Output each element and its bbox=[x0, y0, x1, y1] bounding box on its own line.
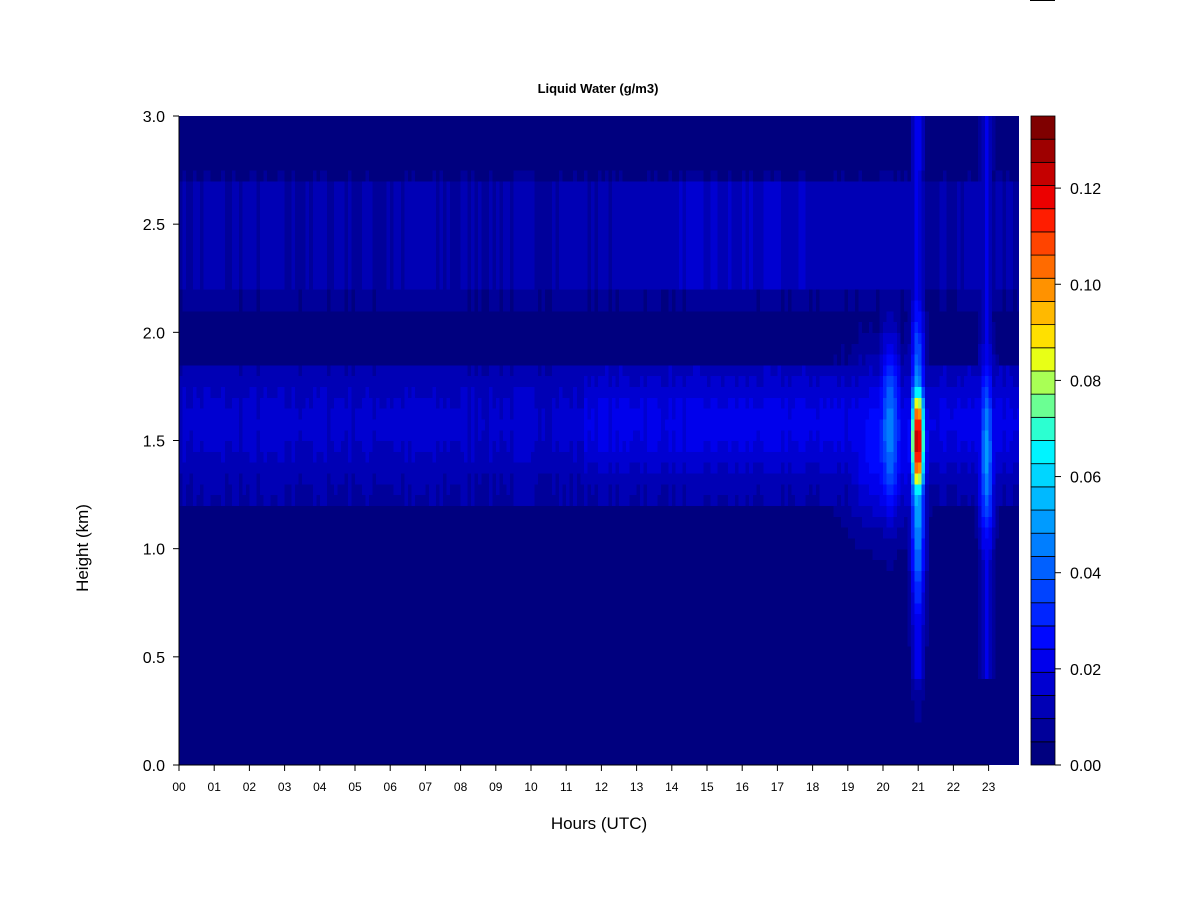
colorbar-swatch bbox=[1030, 555, 1056, 580]
colorbar-tick-label: 0.00 bbox=[1070, 758, 1101, 775]
x-tick-label: 08 bbox=[454, 780, 468, 794]
x-axis-label: Hours (UTC) bbox=[551, 814, 647, 833]
colorbar-swatch bbox=[1030, 138, 1056, 163]
x-tick-label: 16 bbox=[736, 780, 750, 794]
x-tick-label: 02 bbox=[243, 780, 257, 794]
x-tick-label: 00 bbox=[172, 780, 186, 794]
x-tick-label: 12 bbox=[595, 780, 609, 794]
x-tick-label: 21 bbox=[912, 780, 926, 794]
colorbar-swatch bbox=[1030, 625, 1056, 650]
x-axis: 00 01 02 03 04 05 06 07 08 09 10 11 12 13 14 15 16 17 18 19… bbox=[172, 764, 996, 794]
colorbar-swatch bbox=[1030, 741, 1056, 766]
colorbar-swatch bbox=[1030, 324, 1056, 349]
colorbar-tick-label: 0.12 bbox=[1070, 181, 1101, 198]
colorbar-swatch bbox=[1030, 509, 1056, 534]
colorbar-swatch bbox=[1030, 231, 1056, 256]
colorbar-swatch bbox=[1030, 648, 1056, 673]
colorbar-swatch bbox=[1030, 277, 1056, 302]
colorbar-tick-label: 0.04 bbox=[1070, 566, 1101, 583]
x-tick-label: 17 bbox=[771, 780, 785, 794]
y-tick-label: 1.5 bbox=[143, 434, 165, 451]
colorbar-swatch bbox=[1030, 301, 1056, 326]
heatmap-plot-area bbox=[179, 116, 1019, 765]
colorbar-swatch bbox=[1030, 602, 1056, 627]
x-tick-label: 20 bbox=[876, 780, 890, 794]
x-tick-label: 10 bbox=[524, 780, 538, 794]
y-axis-label: Height (km) bbox=[73, 504, 92, 592]
x-tick-label: 04 bbox=[313, 780, 327, 794]
x-tick-label: 06 bbox=[384, 780, 398, 794]
x-tick-label: 23 bbox=[982, 780, 996, 794]
colorbar-swatch bbox=[1030, 347, 1056, 372]
x-tick-label: 14 bbox=[665, 780, 679, 794]
colorbar-swatch bbox=[1030, 254, 1056, 279]
colorbar-swatch bbox=[1030, 370, 1056, 395]
x-tick-label: 09 bbox=[489, 780, 503, 794]
y-tick-label: 3.0 bbox=[143, 109, 165, 126]
colorbar-swatch bbox=[1030, 671, 1056, 696]
x-tick-label: 13 bbox=[630, 780, 644, 794]
chart-title: Liquid Water (g/m3) bbox=[538, 81, 659, 96]
x-tick-label: 19 bbox=[841, 780, 855, 794]
colorbar-swatch bbox=[1030, 115, 1056, 140]
x-tick-label: 01 bbox=[208, 780, 222, 794]
y-axis: 0.0 0.5 1.0 1.5 2.0 2.5 3.0 bbox=[143, 109, 180, 775]
colorbar-swatch bbox=[1030, 463, 1056, 488]
y-tick-label: 1.0 bbox=[143, 542, 165, 559]
corner-mark bbox=[1030, 0, 1055, 1]
colorbar-tick-label: 0.10 bbox=[1070, 277, 1101, 294]
y-tick-label: 2.0 bbox=[143, 325, 165, 342]
colorbar-swatch bbox=[1030, 718, 1056, 743]
colorbar-tick-label: 0.08 bbox=[1070, 373, 1101, 390]
x-tick-label: 03 bbox=[278, 780, 292, 794]
colorbar-swatch bbox=[1030, 440, 1056, 465]
colorbar-swatch bbox=[1030, 486, 1056, 511]
colorbar-swatch bbox=[1030, 695, 1056, 720]
y-tick-label: 2.5 bbox=[143, 217, 165, 234]
y-tick-label: 0.5 bbox=[143, 650, 165, 667]
colorbar-swatch bbox=[1030, 161, 1056, 186]
x-tick-label: 07 bbox=[419, 780, 433, 794]
x-tick-label: 05 bbox=[348, 780, 362, 794]
x-tick-label: 22 bbox=[947, 780, 961, 794]
colorbar-swatch bbox=[1030, 185, 1056, 210]
colorbar-swatch bbox=[1030, 416, 1056, 441]
colorbar-tick-label: 0.06 bbox=[1070, 470, 1101, 487]
colorbar-tick-label: 0.02 bbox=[1070, 662, 1101, 679]
colorbar-swatch bbox=[1030, 393, 1056, 418]
colorbar-swatch bbox=[1030, 579, 1056, 604]
colorbar-swatch bbox=[1030, 532, 1056, 557]
x-tick-label: 11 bbox=[560, 780, 573, 794]
colorbar-swatch bbox=[1030, 208, 1056, 233]
colorbar: 0.00 0.02 0.04 0.06 0.08 0.10 0.12 bbox=[1030, 115, 1101, 775]
x-tick-label: 15 bbox=[700, 780, 714, 794]
y-tick-label: 0.0 bbox=[143, 758, 165, 775]
x-tick-label: 18 bbox=[806, 780, 820, 794]
